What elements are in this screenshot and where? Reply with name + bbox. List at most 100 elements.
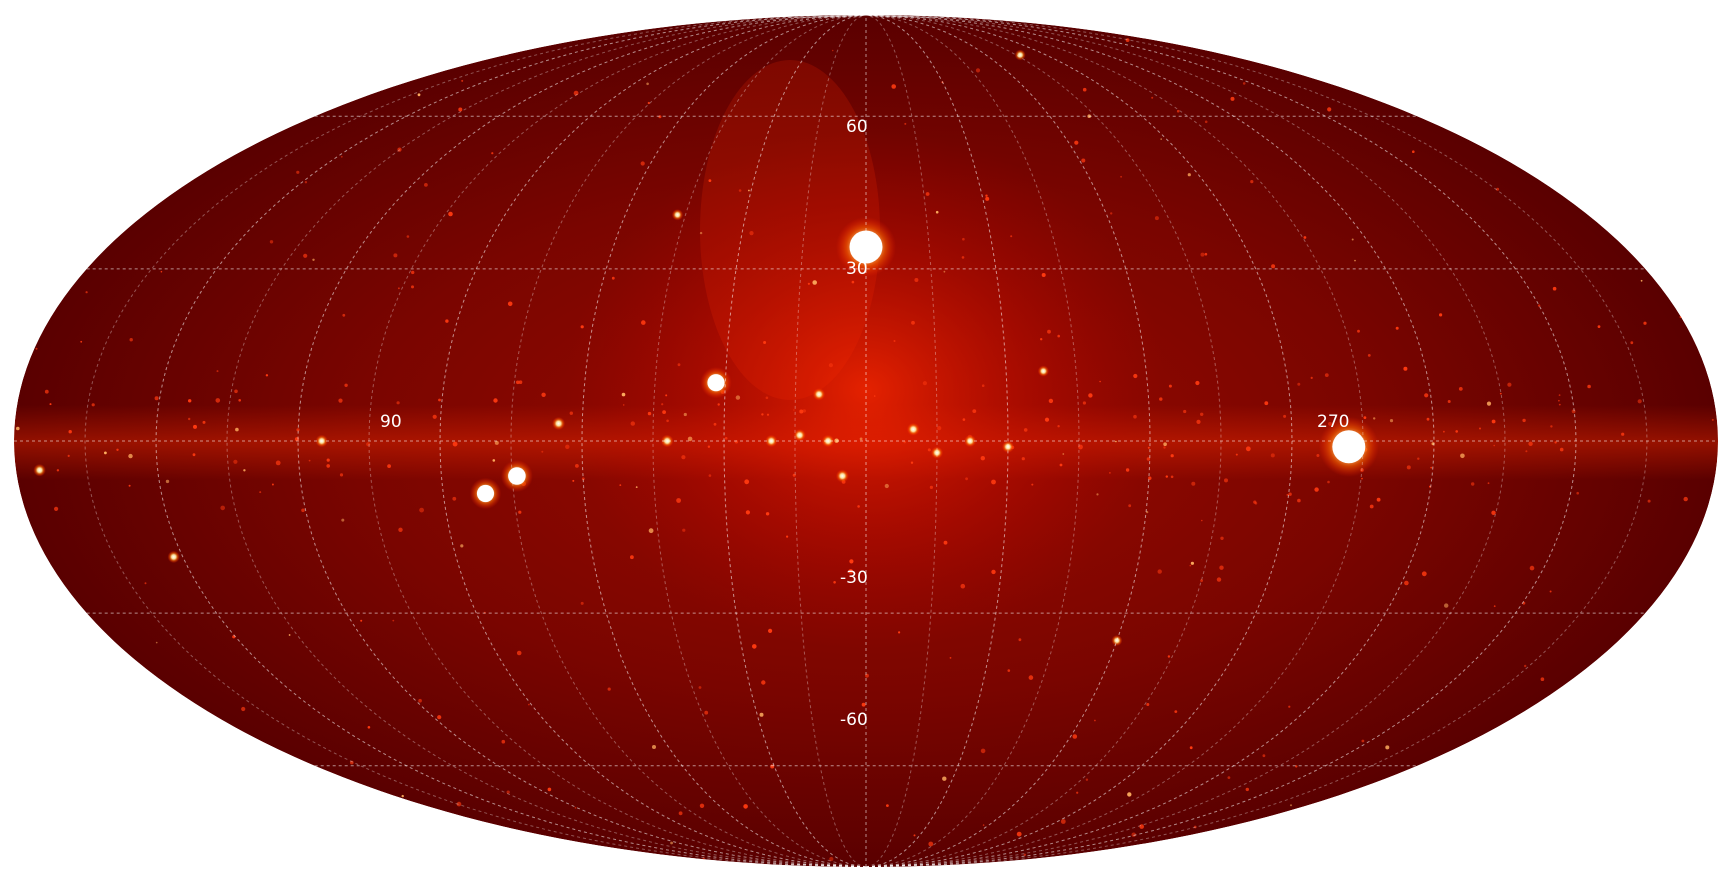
faint-source [1062, 453, 1065, 455]
faint-source [35, 347, 38, 350]
faint-source [1200, 412, 1204, 416]
faint-source [1082, 87, 1087, 92]
faint-source [1558, 403, 1561, 406]
faint-source [831, 49, 834, 52]
lat-label-minus30: -30 [840, 568, 868, 588]
faint-source [708, 179, 712, 183]
faint-source [1496, 187, 1500, 191]
faint-source [622, 404, 625, 406]
faint-source [360, 619, 363, 622]
faint-source [144, 582, 147, 585]
faint-source [326, 458, 330, 462]
bright-source [552, 416, 566, 431]
faint-source [259, 491, 262, 494]
faint-source [188, 399, 192, 403]
faint-source [338, 398, 343, 403]
faint-source [1163, 442, 1167, 447]
faint-source [961, 256, 965, 259]
faint-source [1460, 453, 1465, 459]
faint-source [1314, 487, 1319, 492]
faint-source [452, 496, 457, 501]
faint-source [128, 484, 131, 487]
faint-source [1421, 571, 1427, 577]
faint-source [1085, 778, 1089, 781]
faint-source [662, 410, 666, 414]
faint-source [749, 231, 754, 236]
faint-source [1160, 138, 1162, 140]
faint-source [1412, 150, 1415, 153]
faint-source [1316, 454, 1320, 457]
faint-source [296, 170, 300, 174]
faint-source [1007, 669, 1011, 672]
graticule [14, 14, 1718, 868]
faint-source [1290, 804, 1292, 807]
faint-source [438, 398, 441, 402]
faint-source [1170, 475, 1174, 479]
faint-source [699, 803, 705, 808]
faint-source [1522, 418, 1526, 423]
faint-source [1537, 304, 1541, 307]
faint-source [802, 409, 806, 413]
faint-source [1288, 492, 1292, 496]
faint-source [1295, 765, 1298, 768]
bright-source [821, 434, 835, 448]
faint-source [1361, 739, 1365, 743]
faint-source [1417, 457, 1420, 460]
faint-source [1424, 393, 1429, 398]
faint-source [1369, 504, 1374, 509]
faint-source [1157, 569, 1162, 574]
faint-source [437, 715, 442, 720]
faint-source [1168, 384, 1172, 388]
faint-source [366, 442, 371, 447]
faint-source [766, 413, 770, 416]
faint-source [1283, 414, 1287, 418]
faint-source [1139, 824, 1144, 829]
faint-source [687, 436, 693, 442]
faint-source [1176, 109, 1180, 113]
faint-source [1220, 536, 1224, 540]
faint-source [234, 389, 238, 394]
faint-source [116, 448, 119, 451]
lon-label-90: 90 [380, 412, 402, 432]
faint-source [1183, 409, 1187, 414]
faint-source [833, 581, 836, 584]
faint-source [518, 380, 523, 385]
bright-source [1014, 49, 1026, 61]
faint-source [911, 320, 915, 325]
bright-source-core [1332, 430, 1366, 464]
faint-source [518, 510, 522, 514]
faint-source [1159, 397, 1163, 401]
faint-source [501, 739, 506, 744]
faint-source [793, 409, 795, 411]
faint-source [1125, 38, 1130, 42]
bright-source [835, 469, 850, 483]
faint-source [1201, 519, 1203, 522]
faint-source [949, 657, 952, 659]
faint-source [799, 409, 804, 414]
bright-source [660, 434, 674, 448]
faint-source [1147, 446, 1150, 449]
faint-source [1200, 252, 1205, 257]
faint-source [1154, 216, 1159, 221]
faint-source [1128, 504, 1132, 508]
faint-source [927, 448, 931, 452]
faint-source [745, 510, 751, 515]
bright-source [671, 209, 684, 221]
faint-source [962, 418, 966, 421]
faint-source [848, 569, 854, 574]
faint-source [925, 192, 930, 196]
faint-source [507, 301, 513, 307]
faint-source [516, 380, 520, 385]
faint-source [1528, 441, 1533, 446]
faint-source [648, 528, 654, 534]
faint-source [85, 291, 88, 294]
faint-source [1683, 496, 1688, 502]
faint-source [67, 454, 70, 457]
faint-source [1367, 354, 1371, 357]
faint-source [1110, 212, 1113, 215]
faint-source [547, 787, 552, 792]
faint-source [68, 430, 72, 434]
faint-source [1040, 338, 1043, 341]
faint-source [456, 801, 462, 807]
